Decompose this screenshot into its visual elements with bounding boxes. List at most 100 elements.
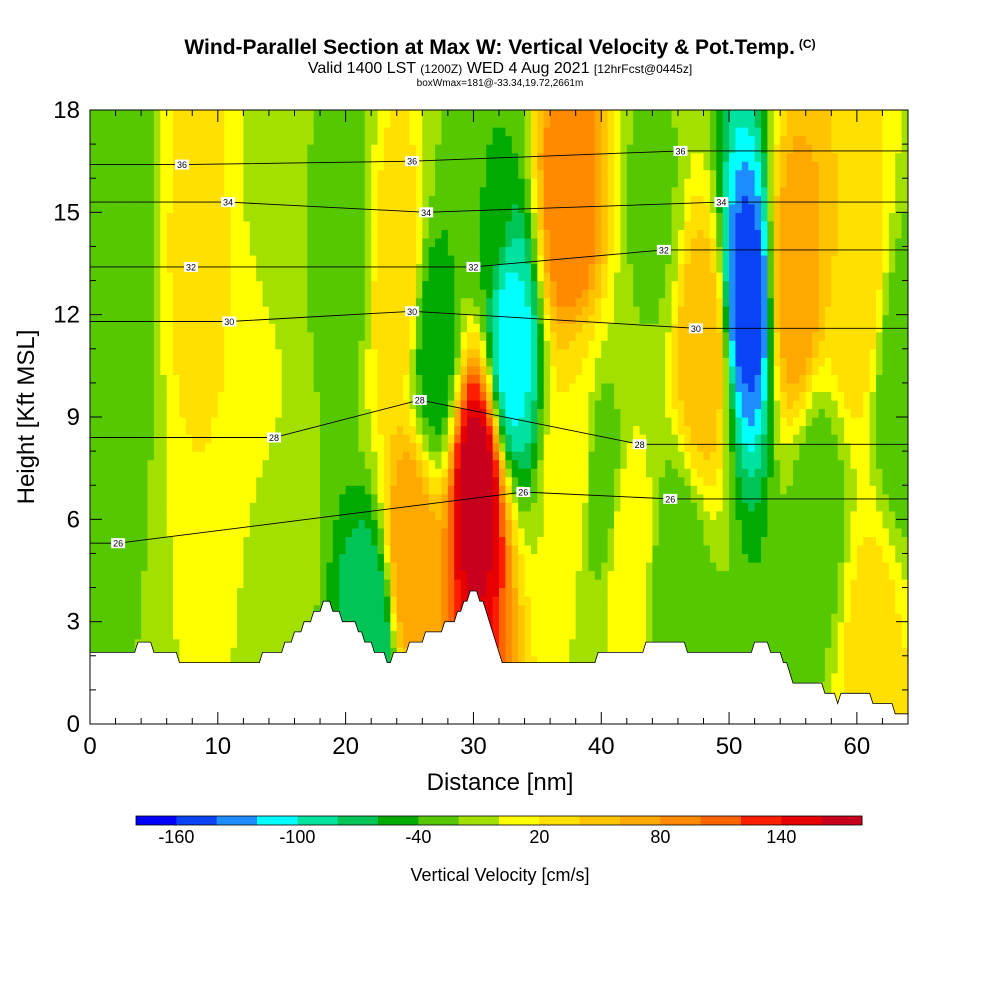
velocity-cell	[166, 553, 174, 563]
velocity-cell	[467, 357, 475, 367]
velocity-cell	[243, 272, 251, 282]
velocity-cell	[505, 135, 513, 145]
velocity-cell	[294, 161, 302, 171]
velocity-cell	[345, 135, 353, 145]
velocity-cell	[185, 621, 193, 631]
velocity-cell	[505, 331, 513, 341]
velocity-cell	[358, 579, 366, 589]
velocity-cell	[396, 127, 404, 137]
velocity-cell	[428, 442, 436, 452]
velocity-cell	[371, 408, 379, 418]
velocity-cell	[281, 451, 289, 461]
velocity-cell	[486, 314, 494, 324]
velocity-cell	[147, 178, 155, 188]
velocity-cell	[160, 220, 168, 230]
velocity-cell	[262, 502, 270, 512]
velocity-cell	[499, 493, 506, 503]
velocity-cell	[428, 323, 436, 333]
velocity-cell	[230, 468, 238, 478]
velocity-cell	[179, 357, 187, 367]
velocity-cell	[236, 570, 244, 580]
velocity-cell	[147, 289, 155, 299]
velocity-cell	[422, 289, 430, 299]
velocity-cell	[371, 220, 379, 230]
velocity-cell	[396, 237, 404, 248]
velocity-cell	[460, 220, 468, 230]
velocity-cell	[275, 510, 283, 520]
velocity-cell	[198, 417, 206, 427]
velocity-cell	[371, 135, 379, 145]
velocity-cell	[358, 297, 366, 307]
velocity-cell	[173, 536, 181, 546]
velocity-cell	[492, 596, 500, 606]
velocity-cell	[403, 527, 411, 537]
velocity-cell	[435, 237, 443, 248]
velocity-cell	[390, 570, 398, 580]
velocity-cell	[339, 220, 347, 230]
velocity-cell	[294, 135, 302, 145]
velocity-cell	[499, 178, 506, 188]
velocity-cell	[281, 254, 289, 265]
velocity-cell	[358, 212, 366, 222]
velocity-cell	[352, 118, 360, 128]
velocity-cell	[403, 544, 411, 555]
velocity-cell	[467, 502, 475, 512]
velocity-cell	[217, 237, 225, 248]
velocity-cell	[447, 272, 455, 282]
velocity-cell	[256, 451, 264, 461]
velocity-cell	[275, 357, 283, 367]
velocity-cell	[345, 365, 353, 375]
velocity-cell	[524, 220, 532, 230]
velocity-cell	[153, 254, 161, 265]
velocity-cell	[268, 391, 276, 401]
velocity-cell	[236, 144, 244, 154]
velocity-cell	[390, 468, 398, 478]
velocity-cell	[460, 391, 468, 401]
velocity-cell	[460, 212, 468, 222]
velocity-cell	[179, 263, 187, 273]
velocity-cell	[243, 408, 251, 418]
velocity-cell	[288, 203, 296, 213]
velocity-cell	[160, 152, 168, 162]
velocity-cell	[332, 152, 340, 162]
velocity-cell	[102, 289, 110, 299]
velocity-cell	[524, 272, 532, 282]
title-main: Wind-Parallel Section at Max W: Vertical…	[184, 36, 795, 59]
velocity-cell	[262, 178, 270, 188]
velocity-cell	[383, 135, 391, 145]
velocity-cell	[166, 425, 174, 435]
velocity-cell	[473, 323, 481, 333]
velocity-cell	[147, 485, 155, 495]
velocity-cell	[211, 417, 219, 427]
velocity-cell	[364, 254, 372, 265]
velocity-cell	[403, 127, 411, 137]
velocity-cell	[96, 331, 104, 341]
velocity-cell	[115, 647, 123, 657]
velocity-cell	[390, 135, 398, 145]
velocity-cell	[256, 340, 264, 350]
velocity-cell	[518, 399, 526, 410]
velocity-cell	[364, 587, 372, 597]
velocity-cell	[364, 604, 372, 614]
velocity-cell	[173, 374, 181, 384]
velocity-cell	[211, 647, 219, 657]
velocity-cell	[352, 340, 360, 350]
velocity-cell	[153, 451, 161, 461]
velocity-cell	[447, 340, 455, 350]
velocity-cell	[192, 502, 200, 512]
velocity-cell	[499, 127, 506, 137]
velocity-cell	[530, 621, 538, 631]
velocity-cell	[179, 476, 187, 486]
velocity-cell	[428, 587, 436, 597]
velocity-cell	[249, 280, 257, 290]
velocity-cell	[345, 604, 353, 614]
velocity-cell	[435, 263, 443, 273]
velocity-cell	[492, 314, 500, 324]
velocity-cell	[153, 323, 161, 333]
velocity-cell	[313, 451, 321, 461]
velocity-cell	[256, 621, 264, 631]
velocity-cell	[326, 118, 334, 128]
velocity-cell	[460, 519, 468, 529]
velocity-cell	[268, 263, 276, 273]
velocity-cell	[153, 212, 161, 222]
